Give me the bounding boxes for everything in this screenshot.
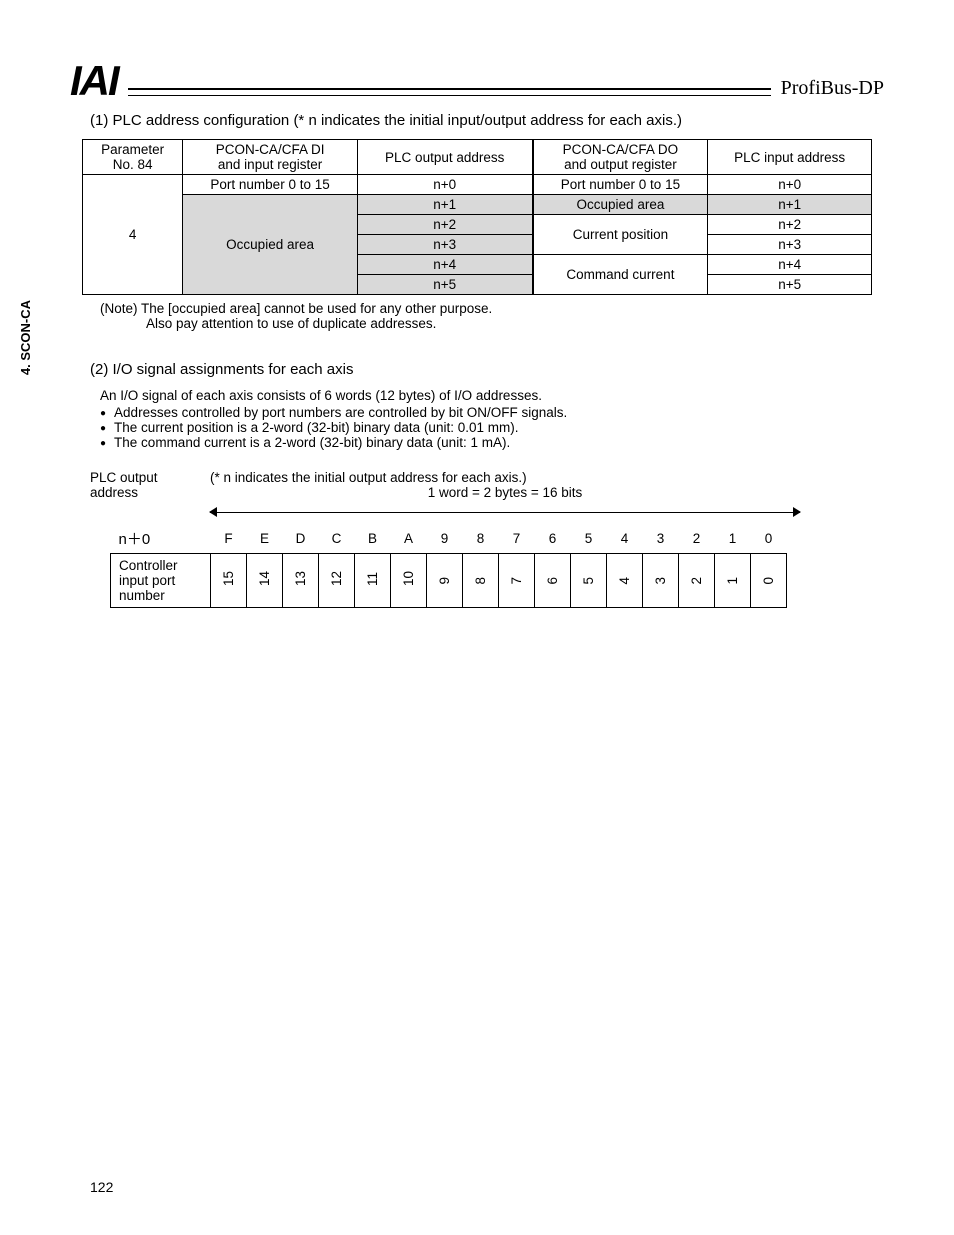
- bullet-item: Addresses controlled by port numbers are…: [100, 405, 884, 420]
- bit-cell: 2: [679, 554, 715, 608]
- row-label-1: Controller: [119, 558, 178, 573]
- col4-header-b: and output register: [564, 157, 677, 172]
- bit-cell: 11: [355, 554, 391, 608]
- table-header-row: Parameter No. 84 PCON-CA/CFA DI and inpu…: [83, 140, 872, 175]
- out-cell: n+4: [357, 255, 532, 275]
- col1-header-b: No. 84: [113, 157, 153, 172]
- page-header: IAI ProfiBus-DP: [70, 60, 884, 102]
- do-command-current-cell: Command current: [533, 255, 708, 295]
- do-current-pos-cell: Current position: [533, 215, 708, 255]
- hex-cell: A: [391, 524, 427, 554]
- row-label-2: input port: [119, 573, 175, 588]
- bit-cell: 6: [535, 554, 571, 608]
- hex-cell: 7: [499, 524, 535, 554]
- section-2-title: (2) I/O signal assignments for each axis: [90, 361, 884, 378]
- bit-left-2: address: [90, 485, 138, 500]
- do-port-cell: Port number 0 to 15: [533, 175, 708, 195]
- out-cell: n+3: [357, 235, 532, 255]
- out-cell: n+1: [357, 195, 532, 215]
- out-cell: n+2: [357, 215, 532, 235]
- hex-header-row: n＋0 F E D C B A 9 8 7 6 5 4 3 2 1 0: [111, 524, 787, 554]
- n0-label: n＋0: [111, 524, 211, 554]
- bit-left-1: PLC output: [90, 470, 158, 485]
- bit-cell: 10: [391, 554, 427, 608]
- in-cell: n+0: [708, 175, 872, 195]
- bit-right-note: (* n indicates the initial output addres…: [210, 470, 527, 485]
- bit-cell: 9: [427, 554, 463, 608]
- col3-header: PLC output address: [357, 140, 532, 175]
- row-label-3: number: [119, 588, 165, 603]
- in-cell: n+5: [708, 275, 872, 295]
- col1-header-a: Parameter: [101, 142, 164, 157]
- hex-cell: 0: [751, 524, 787, 554]
- bit-cell: 1: [715, 554, 751, 608]
- hex-cell: 4: [607, 524, 643, 554]
- bullet-item: The command current is a 2-word (32-bit)…: [100, 435, 884, 450]
- header-title: ProfiBus-DP: [771, 77, 884, 102]
- bullet-list: Addresses controlled by port numbers are…: [100, 405, 884, 450]
- hex-cell: 8: [463, 524, 499, 554]
- bit-cell: 7: [499, 554, 535, 608]
- plc-address-table: Parameter No. 84 PCON-CA/CFA DI and inpu…: [82, 139, 872, 295]
- section-1-title: (1) PLC address configuration (* n indic…: [90, 112, 884, 129]
- hex-cell: 2: [679, 524, 715, 554]
- hex-cell: F: [211, 524, 247, 554]
- logo: IAI: [70, 60, 128, 102]
- col4-header-a: PCON-CA/CFA DO: [563, 142, 679, 157]
- in-cell: n+3: [708, 235, 872, 255]
- in-cell: n+1: [708, 195, 872, 215]
- bit-width-arrow: [210, 504, 800, 522]
- table-row: 4 Port number 0 to 15 n+0 Port number 0 …: [83, 175, 872, 195]
- table-row: Occupied area n+1 Occupied area n+1: [83, 195, 872, 215]
- hex-cell: 1: [715, 524, 751, 554]
- bullet-item: The current position is a 2-word (32-bit…: [100, 420, 884, 435]
- col2-header-a: PCON-CA/CFA DI: [216, 142, 325, 157]
- bit-value-row: Controller input port number 15 14 13 12…: [111, 554, 787, 608]
- bit-cell: 5: [571, 554, 607, 608]
- bit-table: n＋0 F E D C B A 9 8 7 6 5 4 3 2 1 0 Con: [110, 524, 787, 608]
- hex-cell: 3: [643, 524, 679, 554]
- bit-cell: 3: [643, 554, 679, 608]
- hex-cell: C: [319, 524, 355, 554]
- out-cell: n+0: [357, 175, 532, 195]
- hex-cell: D: [283, 524, 319, 554]
- col2-header-b: and input register: [218, 157, 322, 172]
- hex-cell: 9: [427, 524, 463, 554]
- col5-header: PLC input address: [708, 140, 872, 175]
- bit-cell: 0: [751, 554, 787, 608]
- param-cell: 4: [83, 175, 183, 295]
- row-label: Controller input port number: [111, 554, 211, 608]
- section-2-intro: An I/O signal of each axis consists of 6…: [100, 388, 884, 403]
- hex-cell: 6: [535, 524, 571, 554]
- document-page: IAI ProfiBus-DP (1) PLC address configur…: [0, 0, 954, 648]
- bit-cell: 12: [319, 554, 355, 608]
- bit-cell: 13: [283, 554, 319, 608]
- header-rule: [128, 88, 771, 96]
- note-line-2: Also pay attention to use of duplicate a…: [146, 316, 884, 331]
- page-number: 122: [90, 1179, 113, 1195]
- bit-cell: 15: [211, 554, 247, 608]
- di-port-cell: Port number 0 to 15: [183, 175, 358, 195]
- in-cell: n+2: [708, 215, 872, 235]
- hex-cell: E: [247, 524, 283, 554]
- bit-cell: 8: [463, 554, 499, 608]
- di-occupied-cell: Occupied area: [183, 195, 358, 295]
- bit-cell: 14: [247, 554, 283, 608]
- bit-cell: 4: [607, 554, 643, 608]
- hex-cell: B: [355, 524, 391, 554]
- bit-caption: 1 word = 2 bytes = 16 bits: [428, 485, 583, 500]
- in-cell: n+4: [708, 255, 872, 275]
- bit-diagram: PLC output address (* n indicates the in…: [90, 470, 884, 608]
- note-line-1: (Note) The [occupied area] cannot be use…: [100, 301, 884, 316]
- out-cell: n+5: [357, 275, 532, 295]
- do-occupied-cell: Occupied area: [533, 195, 708, 215]
- hex-cell: 5: [571, 524, 607, 554]
